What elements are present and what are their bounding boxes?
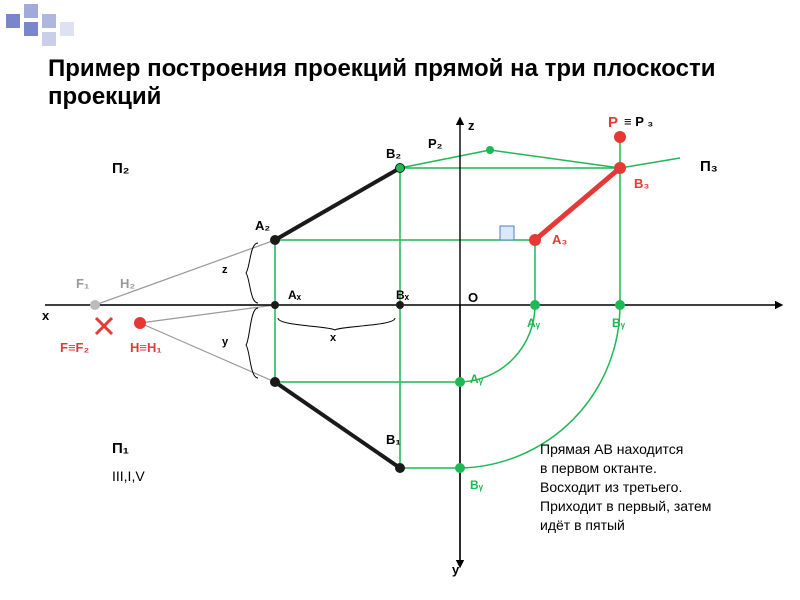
label-octants: III,I,V: [112, 468, 145, 484]
axis-z: z: [468, 118, 475, 133]
desc-line1: Прямая AB находится: [540, 440, 711, 459]
label-p2: П₂: [112, 160, 129, 177]
label-ayv: Aᵧ: [470, 372, 483, 386]
label-p2v: P₂: [428, 136, 442, 151]
label-p3: П₃: [700, 158, 718, 175]
label-b2: B₂: [386, 146, 401, 161]
label-p: P: [608, 114, 618, 131]
label-f1: F₁: [76, 276, 89, 291]
desc-line4: Приходит в первый, затем: [540, 497, 711, 516]
x-marker: [96, 318, 112, 334]
label-bx: Bₓ: [396, 288, 409, 302]
brace-y: y: [222, 336, 228, 348]
gray-traces: [95, 240, 275, 382]
desc-line5: идёт в пятый: [540, 516, 711, 535]
label-a2: A₂: [255, 218, 270, 233]
label-ayh: Aᵧ: [527, 316, 540, 330]
black-projections: [275, 168, 400, 468]
red-projection: [535, 168, 620, 240]
label-h2: H₂: [120, 276, 135, 291]
label-hh1: H≡H₁: [130, 340, 162, 355]
label-ff2: F≡F₂: [60, 340, 89, 355]
points: [90, 131, 626, 473]
label-byv: Bᵧ: [470, 478, 483, 492]
label-ax: Aₓ: [288, 288, 301, 302]
label-p1: П₁: [112, 440, 129, 457]
desc-line3: Восходит из третьего.: [540, 478, 711, 497]
braces: [246, 243, 395, 378]
desc-line2: в первом октанте.: [540, 459, 711, 478]
label-b3: B₃: [634, 176, 649, 191]
brace-x: x: [330, 332, 336, 344]
label-byh: Bᵧ: [612, 316, 625, 330]
label-b1: B₁: [386, 432, 401, 447]
label-pid: ≡ P ₃: [624, 114, 653, 129]
axis-y: y: [452, 562, 459, 577]
label-a3: A₃: [552, 232, 567, 247]
brace-z: z: [222, 264, 228, 276]
label-o: O: [468, 290, 478, 305]
description-block: Прямая AB находится в первом октанте. Во…: [540, 440, 711, 534]
axis-x: x: [42, 308, 49, 323]
